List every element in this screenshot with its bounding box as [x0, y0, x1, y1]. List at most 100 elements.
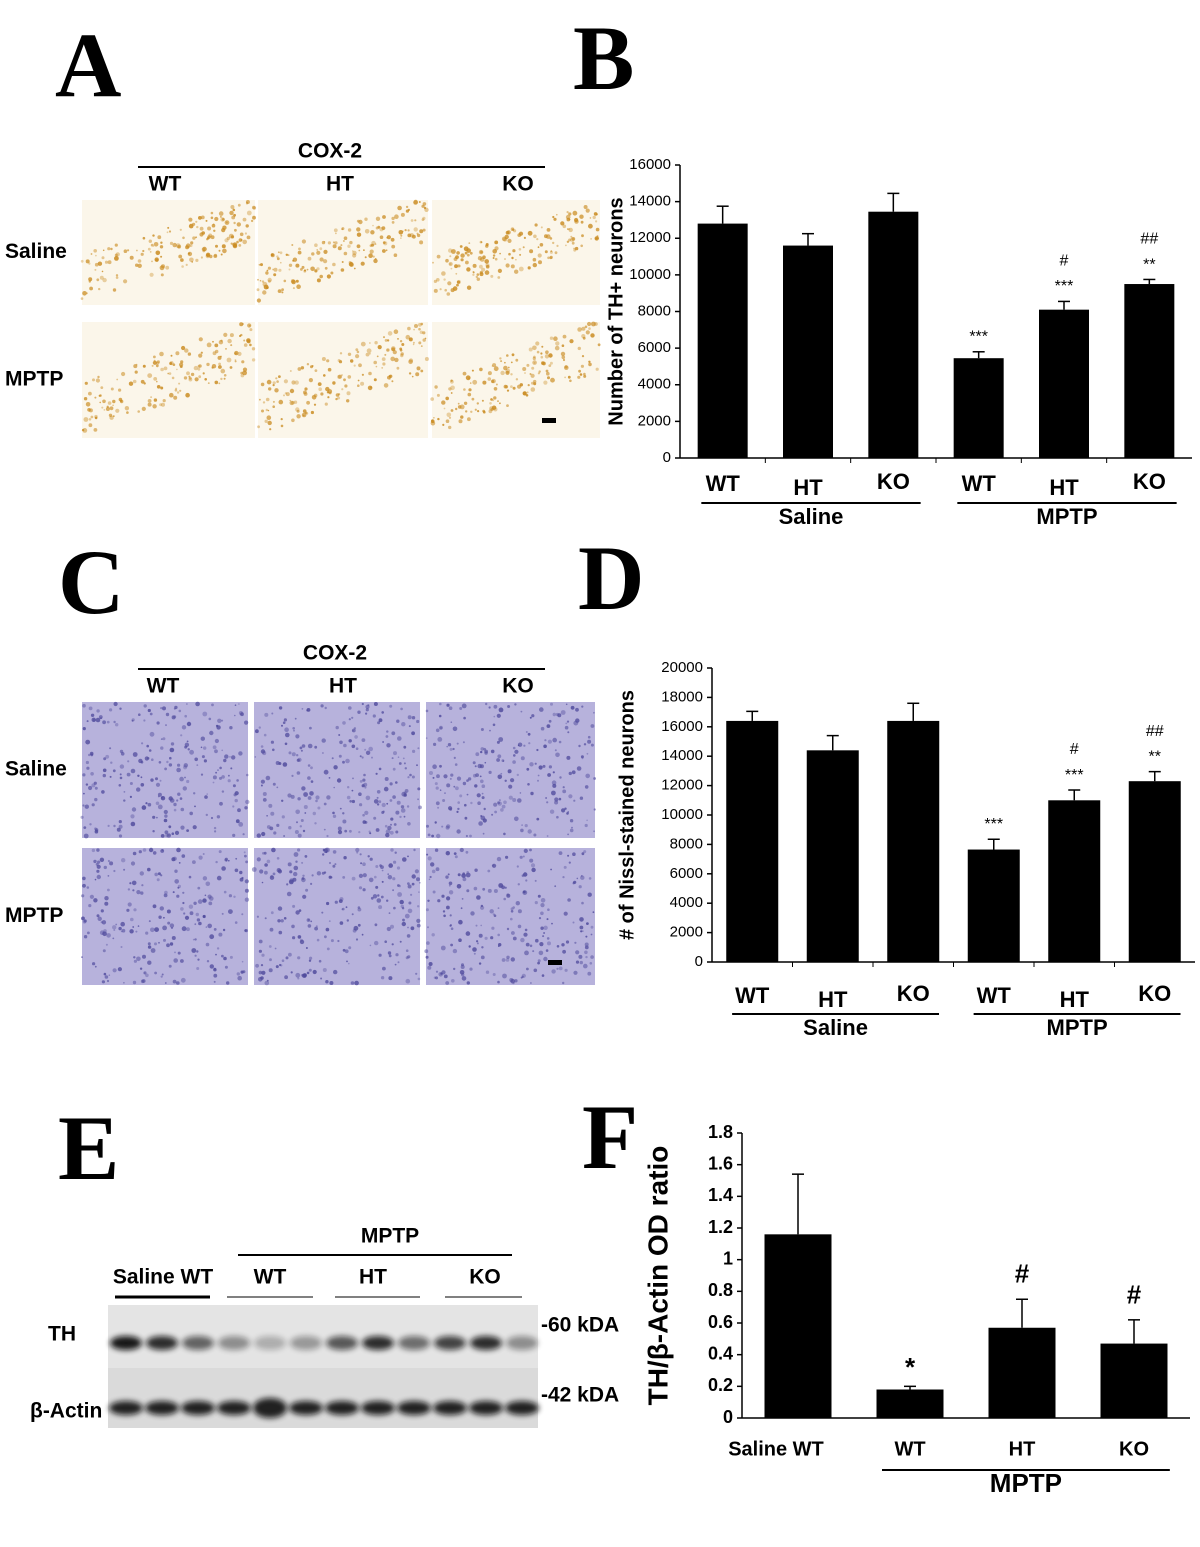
micrograph-cell [561, 808, 566, 813]
micrograph-cell [223, 758, 227, 763]
micrograph-cell [463, 401, 468, 405]
micrograph-cell [428, 962, 433, 966]
micrograph-cell [237, 203, 241, 207]
micrograph-cell [299, 746, 303, 750]
micrograph-cell [588, 223, 593, 229]
micrograph-cell [489, 909, 494, 914]
micrograph-cell [118, 824, 123, 829]
micrograph-cell [460, 253, 465, 258]
micrograph-cell [431, 419, 434, 422]
micrograph-cell [369, 857, 373, 861]
micrograph-cell [212, 781, 215, 784]
micrograph-cell [224, 754, 229, 759]
micrograph-cell [582, 336, 586, 340]
micrograph-cell [174, 869, 178, 873]
micrograph-cell [332, 850, 337, 854]
micrograph-cell [96, 914, 100, 918]
micrograph-cell [517, 909, 522, 914]
micrograph-cell [190, 241, 194, 245]
micrograph-cell [595, 227, 600, 232]
micrograph-cell [85, 259, 90, 264]
micrograph-cell [477, 410, 480, 413]
micrograph-cell [114, 243, 118, 247]
micrograph-cell [312, 811, 316, 816]
micrograph-cell [507, 366, 510, 369]
micrograph-cell [348, 706, 352, 710]
micrograph-cell [176, 368, 178, 371]
micrograph-cell [223, 332, 228, 337]
micrograph-cell [455, 272, 458, 275]
micrograph-cell [450, 385, 455, 391]
micrograph-cell [561, 355, 566, 360]
blot-strip [108, 1368, 538, 1428]
group-label: MPTP [1047, 1015, 1108, 1040]
micrograph-cell [258, 939, 263, 944]
micrograph-cell [346, 960, 348, 963]
micrograph-cell [443, 774, 448, 779]
micrograph-cell [593, 711, 595, 714]
micrograph-cell [492, 363, 497, 368]
micrograph-cell [547, 941, 551, 946]
micrograph-cell [169, 747, 175, 753]
micrograph-cell [205, 253, 210, 259]
micrograph-cell [530, 863, 536, 868]
y-tick-label: 10000 [629, 266, 671, 283]
micrograph-cell [310, 920, 313, 923]
significance-label: *** [1055, 278, 1074, 295]
bar [953, 358, 1004, 458]
micrograph-cell [364, 229, 370, 234]
micrograph-cell [260, 779, 265, 784]
micrograph-cell [497, 801, 501, 805]
micrograph-cell [177, 244, 182, 249]
micrograph-cell [118, 388, 122, 392]
micrograph-cell [369, 944, 372, 947]
micrograph-cell [272, 384, 275, 387]
micrograph-cell [465, 260, 469, 265]
micrograph-cell [207, 894, 212, 899]
micrograph-cell [364, 786, 367, 789]
micrograph-cell [221, 790, 225, 793]
micrograph-cell [219, 766, 222, 770]
micrograph-cell [246, 210, 252, 216]
micrograph-cell [147, 373, 153, 378]
micrograph-cell [221, 218, 225, 221]
blot-band [145, 1401, 179, 1415]
micrograph-cell [274, 947, 277, 950]
micrograph-cell [570, 237, 575, 242]
micrograph-cell [140, 979, 145, 984]
micrograph-cell [82, 883, 86, 888]
micrograph-cell [218, 249, 221, 252]
micrograph-cell [541, 974, 545, 977]
y-tick-label: 0 [695, 953, 703, 970]
micrograph-cell [155, 801, 160, 806]
micrograph-cell [216, 725, 221, 730]
micrograph-cell [516, 865, 519, 868]
micrograph-cell [182, 236, 185, 240]
micrograph-cell [200, 746, 203, 749]
micrograph-cell [466, 248, 472, 253]
micrograph-cell [356, 350, 360, 354]
micrograph-cell [581, 901, 584, 905]
micrograph-cell [326, 359, 330, 363]
micrograph-cell [422, 338, 426, 342]
micrograph-cell [456, 264, 461, 268]
micrograph-cell [201, 231, 205, 235]
micrograph-cell [472, 263, 477, 268]
micrograph-cell [174, 951, 176, 954]
micrograph-cell [568, 238, 572, 242]
micrograph-cell [356, 232, 362, 237]
micrograph-cell [527, 384, 530, 387]
micrograph-cell [166, 833, 171, 838]
micrograph-cell [279, 963, 282, 967]
micrograph-cell [217, 355, 222, 360]
micrograph-cell [220, 216, 222, 218]
micrograph-cell [324, 402, 328, 406]
micrograph-cell [174, 830, 180, 836]
micrograph-cell [556, 244, 559, 247]
micrograph-cell [347, 786, 350, 789]
micrograph-cell [245, 202, 249, 205]
micrograph-cell [508, 795, 513, 800]
micrograph-cell [365, 750, 371, 755]
micrograph-cell [388, 863, 394, 868]
micrograph-cell [292, 287, 295, 290]
